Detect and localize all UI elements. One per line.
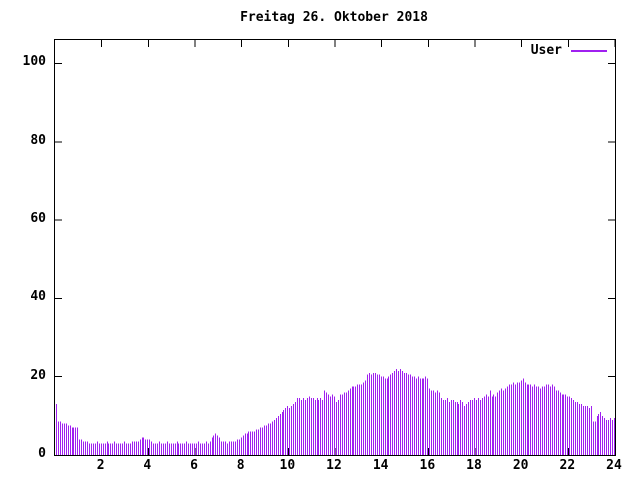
legend: User (531, 43, 607, 58)
legend-label: User (530, 43, 562, 58)
y-tick-label: 40 (30, 289, 46, 305)
x-tick-label: 12 (326, 458, 342, 473)
x-tick-label: 8 (236, 458, 245, 473)
legend-line-sample (571, 49, 607, 52)
y-tick-label: 20 (30, 367, 46, 383)
y-tick-label: 80 (30, 132, 46, 148)
x-tick-label: 20 (512, 458, 529, 473)
x-tick-label: 10 (279, 458, 296, 473)
chart-title: Freitag 26. Oktober 2018 (240, 10, 428, 25)
bar-series-canvas (55, 40, 615, 455)
x-tick-label: 22 (559, 458, 576, 473)
x-tick-label: 4 (143, 458, 152, 473)
x-tick-label: 6 (190, 458, 198, 473)
y-tick-label: 100 (22, 54, 46, 70)
x-tick-label: 16 (419, 458, 436, 473)
x-tick-label: 18 (466, 458, 482, 473)
x-tick-label: 24 (606, 458, 622, 473)
y-tick-label: 0 (38, 446, 46, 461)
plot-area (54, 39, 616, 456)
x-tick-label: 14 (372, 458, 389, 473)
y-tick-label: 60 (30, 211, 46, 227)
user-bars-series (56, 368, 615, 455)
x-tick-label: 2 (96, 458, 105, 473)
